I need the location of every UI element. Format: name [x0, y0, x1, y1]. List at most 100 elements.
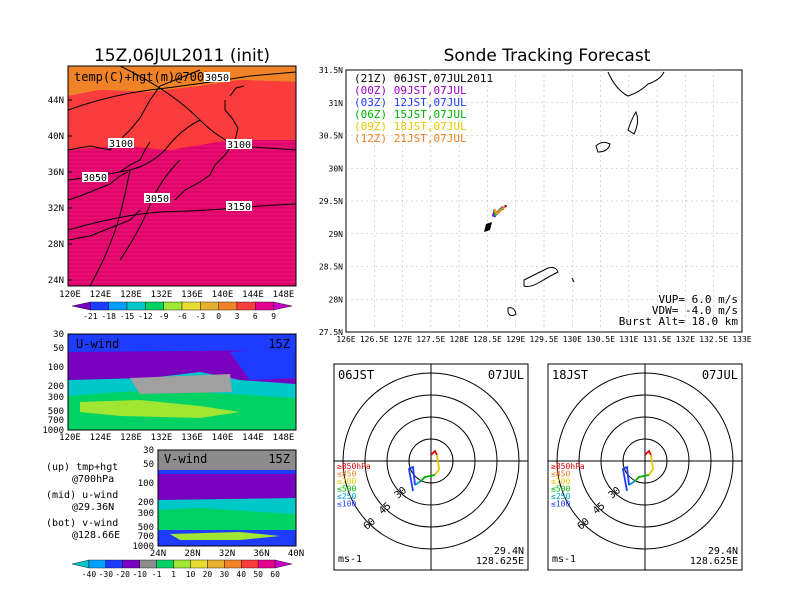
track-line: [493, 206, 505, 214]
map-warm-region: [68, 66, 296, 96]
map-lon-ticks: 120E 124E 128E 132E 136E 140E 144E 148E: [59, 290, 294, 300]
map-lon-tick: 136E: [181, 290, 203, 300]
note-title: (bot) v-wind: [46, 518, 118, 529]
track-legend-entry: (00Z) 09JST,07JUL: [354, 84, 467, 97]
colorbar-label: -12: [138, 312, 153, 321]
map-lat-tick: 36N: [48, 168, 64, 178]
track-lat-tick: 28N: [329, 295, 344, 304]
track-lat-tick: 28.5N: [319, 263, 343, 272]
track-legend-entry: (21Z) 06JST,07JUL2011: [354, 72, 493, 85]
hodo-trace: [628, 480, 636, 486]
u-lon-ticks: 120E 124E 128E 132E 136E 140E 144E 148E: [59, 433, 294, 443]
colorbar-swatch: [156, 559, 174, 569]
colorbar-label: 1: [171, 570, 176, 579]
track-lon-tick: 133E: [732, 335, 751, 344]
map-contour-3100b: [119, 159, 181, 261]
u-lon-tick: 144E: [242, 433, 264, 443]
v-region-5: [170, 532, 280, 540]
u-lon-tick: 132E: [151, 433, 173, 443]
map-lon-tick: 124E: [90, 290, 112, 300]
map-coast-japan: [174, 85, 245, 201]
colorbar-swatch: [241, 559, 259, 569]
hodo-time: 06JST: [338, 368, 374, 382]
pressure-tick: 500: [138, 523, 154, 533]
track-lon-tick: 131E: [619, 335, 638, 344]
colorbar-label: 30: [219, 570, 229, 579]
track-coastlines: [507, 71, 665, 317]
v-lat-tick: 40N: [288, 549, 304, 559]
map-contour-labels: 3050 3100 3050 3100 3150 3050: [82, 72, 252, 213]
track-lon-tick: 128.5E: [473, 335, 502, 344]
hodo-trace: [621, 465, 630, 492]
colorbar-swatch: [71, 301, 91, 311]
track-lon-tick: 130E: [563, 335, 582, 344]
map-lon-tick: 140E: [212, 290, 234, 300]
panel-notes: (up) tmp+hgt@700hPa (mid) u-wind@29.36N (b…: [46, 462, 120, 541]
colorbar-swatch: [71, 559, 90, 569]
hodo-trace: [434, 454, 440, 476]
track-lon-tick: 129E: [506, 335, 525, 344]
u-lon-tick: 140E: [212, 433, 234, 443]
pressure-tick: 30: [53, 330, 64, 340]
colorbar-label: 9: [271, 312, 276, 321]
hodo-lat: 29.4N: [708, 546, 738, 557]
hodo-legend-entry: ≤700: [337, 477, 356, 486]
pressure-tick: 200: [138, 498, 154, 508]
pressure-tick: 100: [48, 363, 64, 373]
hodo-legend-entry: ≥850hPa: [551, 462, 585, 471]
colorbar-swatch: [173, 559, 191, 569]
pressure-tick: 200: [48, 382, 64, 392]
hodo-date: 07JUL: [488, 368, 524, 382]
track-point: [503, 205, 506, 209]
island-tokara: [571, 277, 575, 283]
note-sub: @128.66E: [72, 530, 120, 541]
track-lat-tick: 30N: [329, 164, 344, 173]
map-lat-tick: 40N: [48, 132, 64, 142]
colorbar-label: -40: [82, 570, 97, 579]
map-lon-tick: 132E: [151, 290, 173, 300]
v-lat-tick: 36N: [253, 549, 269, 559]
map-lon-tick: 120E: [59, 290, 81, 300]
colorbar-swatch: [218, 301, 238, 311]
u-region-4: [80, 400, 240, 418]
colorbar-label: 6: [253, 312, 258, 321]
hodo-lat: 29.4N: [494, 546, 524, 557]
track-lon-tick: 126E: [336, 335, 355, 344]
track-lon-tick: 130.5E: [586, 335, 615, 344]
v-lat-tick: 28N: [184, 549, 200, 559]
hodo-unit: ms-1: [552, 554, 576, 565]
hodo-legend-entry: ≥850hPa: [337, 462, 371, 471]
map-lat-tick: 24N: [48, 276, 64, 286]
colorbar-swatch: [257, 559, 276, 569]
colorbar-swatch: [139, 559, 157, 569]
hodo-trace: [648, 454, 654, 476]
track-lat-tick: 30.5N: [319, 132, 343, 141]
hodo-unit: ms-1: [338, 554, 362, 565]
pressure-tick: 50: [53, 344, 64, 354]
colorbar-swatch: [105, 559, 123, 569]
colorbar-label: 10: [186, 570, 196, 579]
track-lat-tick: 29.5N: [319, 197, 343, 206]
hodo-legend-entry: ≤500: [551, 485, 570, 494]
v-lat-ticks: 24N 28N 32N 36N 40N: [150, 549, 304, 559]
track-legend-entry: (12Z) 21JST,07JUL: [354, 132, 467, 145]
v-time: 15Z: [268, 452, 290, 466]
colorbar-label: -6: [177, 312, 187, 321]
pressure-tick: 30: [143, 446, 154, 456]
track-point: [493, 208, 496, 212]
v-region-gray: [158, 450, 296, 470]
map-lon-tick: 144E: [242, 290, 264, 300]
u-lon-tick: 128E: [120, 433, 142, 443]
colorbar-label: 50: [253, 570, 263, 579]
track-lon-tick: 126.5E: [360, 335, 389, 344]
u-lon-tick: 136E: [181, 433, 203, 443]
colorbar-swatch: [236, 301, 256, 311]
note-sub: @700hPa: [72, 474, 114, 485]
hodo-legend-entry: ≤850: [337, 470, 356, 479]
track-lon-ticks: 126E 126.5E 127E 127.5E 128E 128.5E 129E 129.5E…: [336, 335, 751, 344]
map-hot-region: [68, 80, 296, 150]
